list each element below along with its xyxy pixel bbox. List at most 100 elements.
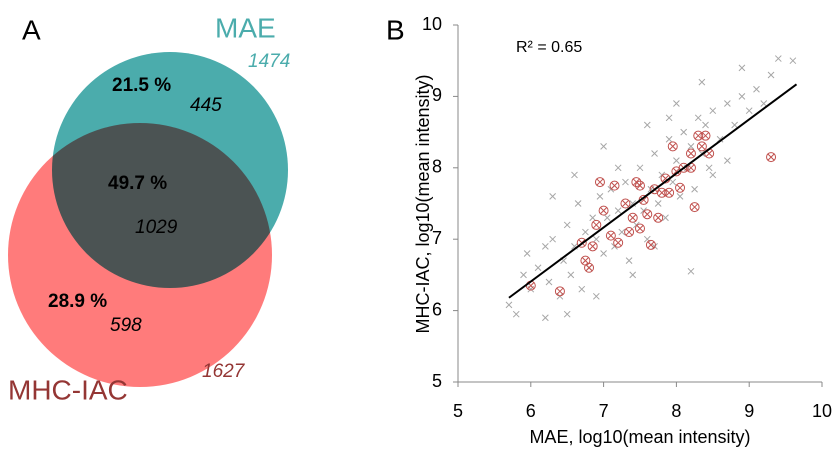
point — [563, 310, 571, 318]
point — [571, 171, 578, 179]
venn-circle — [8, 123, 272, 387]
point-cross — [669, 143, 677, 150]
point-cross — [567, 271, 575, 279]
point — [643, 235, 651, 243]
point-cross — [738, 64, 746, 72]
point-cross — [760, 100, 768, 107]
point-cross — [625, 228, 633, 236]
point-circle — [598, 205, 609, 216]
point — [724, 100, 731, 107]
point-cross — [520, 271, 527, 279]
point-cross — [636, 225, 644, 232]
point-cross — [731, 121, 738, 129]
point — [687, 267, 695, 275]
point-circle — [685, 148, 696, 159]
region-count: 598 — [110, 315, 142, 336]
point — [584, 262, 595, 273]
point-cross — [651, 150, 658, 157]
point-cross — [614, 207, 622, 214]
point-cross — [640, 196, 647, 204]
point — [627, 212, 638, 223]
point — [664, 187, 675, 198]
y-tick-label: 6 — [432, 299, 442, 319]
point — [709, 171, 717, 179]
point-cross — [738, 93, 746, 100]
region-count: 445 — [190, 95, 222, 116]
point — [613, 237, 624, 248]
point — [622, 178, 629, 186]
region-percent: 49.7 % — [108, 173, 167, 194]
point-cross — [716, 135, 724, 143]
point — [774, 55, 782, 62]
point-circle — [554, 286, 565, 297]
point-cross — [665, 189, 673, 197]
point-cross — [643, 210, 651, 218]
point-circle — [656, 187, 667, 198]
x-tick-label: 7 — [599, 401, 609, 421]
panel-label: A — [22, 14, 41, 45]
point-circle — [689, 202, 700, 213]
point-cross — [582, 257, 589, 264]
point-cross — [596, 193, 604, 200]
point — [589, 214, 597, 222]
point — [603, 214, 611, 222]
point-cross — [534, 264, 542, 272]
point — [545, 278, 553, 286]
point-cross — [636, 182, 644, 190]
point-circle — [624, 227, 635, 238]
point — [685, 148, 696, 159]
point — [700, 130, 711, 141]
point-cross — [592, 221, 600, 229]
point-circle — [587, 241, 598, 252]
point-cross — [724, 100, 731, 107]
point-circle — [631, 177, 642, 188]
point — [605, 230, 616, 241]
point — [760, 100, 768, 107]
point-cross — [687, 143, 695, 150]
point-cross — [658, 189, 666, 197]
point — [534, 264, 542, 272]
point — [709, 107, 717, 115]
point-cross — [694, 132, 702, 140]
point — [651, 150, 658, 157]
y-tick-label: 8 — [432, 157, 442, 177]
point-cross — [549, 193, 556, 200]
point — [693, 130, 704, 141]
point — [618, 228, 626, 236]
set-total: 1627 — [202, 361, 246, 382]
point — [694, 114, 702, 122]
point-cross — [614, 239, 622, 247]
point-cross — [542, 314, 549, 322]
point — [614, 207, 622, 214]
point-cross — [549, 235, 556, 243]
point-cross — [629, 214, 637, 222]
point-cross — [603, 214, 611, 222]
point — [696, 141, 707, 152]
point-cross — [622, 200, 629, 207]
point-circle — [591, 219, 602, 230]
point — [629, 271, 637, 279]
point — [673, 100, 680, 107]
point-circle — [700, 130, 711, 141]
point — [591, 219, 602, 230]
point-cross — [651, 242, 658, 250]
point-circle — [635, 180, 645, 191]
point-cross — [745, 107, 753, 115]
point — [669, 178, 677, 186]
point-cross — [680, 128, 688, 136]
point-cross — [611, 182, 618, 190]
annotation: R² = 0.65 — [516, 39, 582, 56]
point-cross — [676, 184, 684, 192]
point-cross — [618, 228, 626, 236]
x-tick-label: 10 — [812, 401, 832, 421]
point — [523, 250, 531, 257]
point — [542, 314, 549, 322]
point-cross — [665, 114, 673, 122]
point-cross — [662, 214, 669, 222]
point — [691, 185, 698, 193]
point — [505, 301, 513, 309]
point-cross — [600, 207, 607, 214]
point-cross — [654, 200, 662, 207]
point — [789, 57, 797, 65]
point-cross — [709, 107, 717, 115]
